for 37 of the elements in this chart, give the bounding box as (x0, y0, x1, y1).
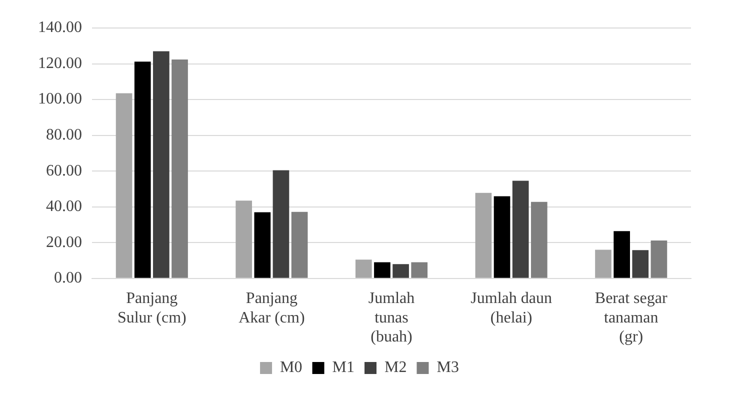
bar (530, 202, 548, 278)
x-tick-label: Jumlah daun (helai) (470, 290, 552, 326)
y-tick-label: 20.00 (46, 234, 82, 251)
bar (116, 93, 132, 278)
bar (595, 250, 612, 278)
y-tick-label: 0.00 (54, 270, 82, 287)
legend-label: M0 (280, 359, 302, 376)
bar (355, 260, 372, 278)
legend-label: M2 (384, 359, 407, 376)
bar (153, 51, 170, 278)
x-tick-label: Panjang Sulur (cm) (117, 290, 186, 326)
bar (236, 200, 252, 278)
x-tick-label: Berat segar tanaman (gr) (594, 290, 668, 346)
y-tick-label: 140.00 (38, 19, 82, 36)
legend-label: M1 (332, 359, 355, 376)
bar (411, 262, 428, 278)
bar (632, 250, 649, 278)
y-tick-label: 100.00 (38, 90, 82, 108)
bar (614, 231, 630, 278)
bar (172, 59, 188, 278)
x-tick-label: Jumlah tunas (buah) (368, 290, 415, 346)
bar (134, 62, 151, 278)
y-tick-label: 40.00 (46, 198, 82, 216)
y-tick-label: 60.00 (46, 162, 82, 180)
legend-label: M3 (436, 359, 459, 376)
y-tick-label: 120.00 (38, 54, 82, 72)
bar (392, 264, 409, 278)
bar (650, 240, 668, 278)
bar (272, 170, 290, 278)
bar (512, 180, 529, 278)
bar (475, 192, 492, 278)
bar (254, 212, 271, 278)
y-tick-label: 80.00 (46, 126, 82, 144)
bar (494, 196, 510, 278)
bar (291, 212, 308, 278)
bar (374, 262, 390, 278)
x-tick-label: Panjang Akar (cm) (238, 290, 305, 326)
